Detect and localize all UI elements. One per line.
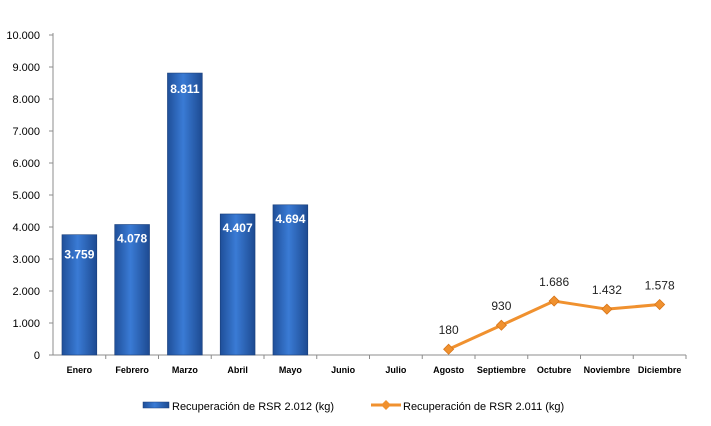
- point-data-label: 1.432: [592, 283, 622, 297]
- y-tick-label: 8.000: [12, 94, 40, 106]
- x-tick-label: Agosto: [433, 365, 464, 375]
- legend: Recuperación de RSR 2.012 (kg) Recuperaci…: [142, 400, 564, 413]
- bar-data-label: 8.811: [170, 82, 200, 96]
- bar-data-label: 3.759: [64, 248, 94, 262]
- bar: [272, 204, 309, 356]
- point-data-label: 1.686: [539, 275, 569, 289]
- y-tick-label: 2.000: [12, 286, 40, 298]
- bar: [61, 234, 98, 356]
- bar-data-label: 4.407: [223, 221, 253, 235]
- x-tick-label: Julio: [385, 365, 407, 375]
- x-tick-label: Enero: [67, 365, 93, 375]
- y-tick-label: 7.000: [12, 126, 40, 138]
- bar-data-label: 4.694: [275, 212, 305, 226]
- y-tick-label: 6.000: [12, 158, 40, 170]
- x-tick-label: Marzo: [172, 365, 199, 375]
- series-line: [448, 299, 660, 351]
- legend-label-2012: Recuperación de RSR 2.012 (kg): [172, 401, 334, 413]
- bar: [219, 213, 256, 356]
- bar: [167, 72, 203, 356]
- legend-swatch-bar: [142, 401, 170, 409]
- y-tick-label: 9.000: [12, 62, 40, 74]
- x-tick-label: Octubre: [537, 365, 572, 375]
- line-point-marker: [548, 295, 560, 307]
- axes: 0 1.000 2.000 3.000 4.000 5.000 6.000 7.000 8.00…: [6, 30, 687, 375]
- y-tick-label: 10.000: [6, 30, 40, 42]
- bar-series: 3.759 4.078 8.811 4.407 4.694: [61, 72, 309, 356]
- x-tick-label: Abril: [227, 365, 248, 375]
- bar-data-label: 4.078: [117, 232, 147, 246]
- point-data-label: 180: [439, 323, 459, 337]
- y-tick-label: 5.000: [12, 190, 40, 202]
- x-tick-label: Septiembre: [477, 365, 526, 375]
- x-tick-label: Junio: [331, 365, 356, 375]
- line-series: 180 930 1.686 1.432 1.578: [439, 275, 675, 355]
- line-point-marker: [495, 319, 507, 331]
- x-tick-label: Noviembre: [584, 365, 631, 375]
- y-tick-label: 4.000: [12, 222, 40, 234]
- legend-swatch-marker: [381, 400, 391, 410]
- line-point-marker: [654, 298, 666, 311]
- point-data-label: 1.578: [645, 279, 675, 293]
- y-tick-label: 3.000: [12, 254, 40, 266]
- legend-label-2011: Recuperación de RSR 2.011 (kg): [403, 401, 564, 413]
- y-tick-label: 1.000: [12, 318, 40, 330]
- point-data-label: 930: [491, 299, 511, 313]
- line-point-marker: [601, 303, 613, 315]
- line-point-marker: [443, 343, 455, 355]
- x-tick-label: Diciembre: [638, 365, 682, 375]
- x-tick-label: Febrero: [115, 365, 149, 375]
- x-tick-label: Mayo: [279, 365, 303, 375]
- bar: [114, 224, 150, 356]
- y-tick-label: 0: [34, 350, 40, 362]
